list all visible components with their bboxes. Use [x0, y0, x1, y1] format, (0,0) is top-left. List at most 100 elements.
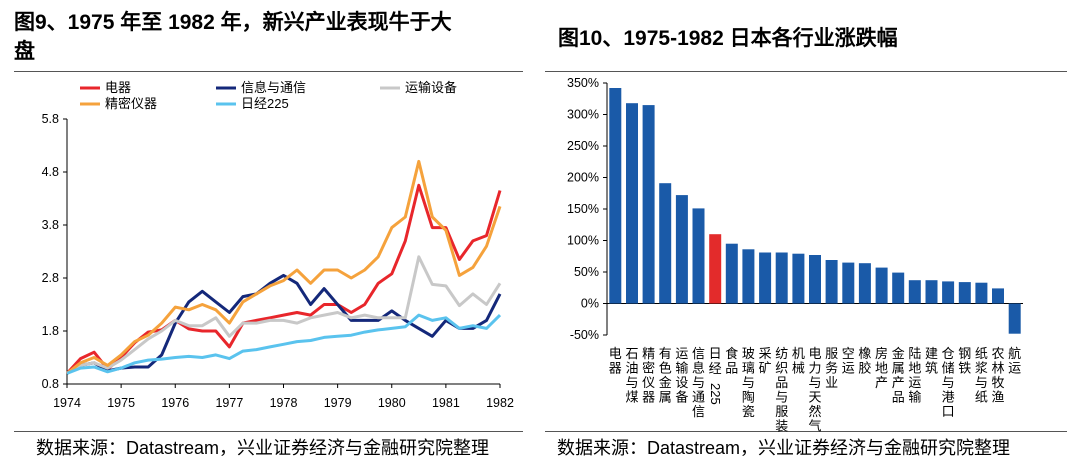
category-label-char: 储 — [942, 361, 955, 376]
category-label-char: 璃 — [742, 361, 755, 376]
y-tick-label: 1.8 — [42, 324, 59, 338]
category-label-char: 石 — [625, 346, 638, 361]
category-label-char: 服 — [775, 404, 788, 419]
category-label-char: 品 — [775, 375, 788, 390]
bar — [1008, 303, 1021, 334]
category-label-char: 运 — [1008, 361, 1021, 376]
category-label-char: 装 — [775, 419, 788, 434]
category-label-char: 属 — [892, 361, 905, 376]
category-label-char: 品 — [725, 361, 738, 376]
bar — [842, 262, 855, 304]
category-label-text: 日 — [709, 346, 722, 361]
category-label-char: 输 — [908, 390, 921, 405]
category-label-char: 备 — [675, 390, 688, 405]
category-label-char: 农 — [992, 346, 1005, 361]
y-tick-label: 100% — [567, 234, 599, 248]
category-label-char: 航 — [1008, 346, 1021, 361]
category-label-char: 然 — [808, 404, 821, 419]
series-line-1 — [66, 273, 502, 375]
x-tick-label: 1975 — [107, 396, 135, 410]
category-label-text: 经 — [709, 361, 722, 376]
category-label-char: 通 — [692, 390, 705, 405]
category-label-char: 信 — [692, 346, 705, 361]
bar — [908, 280, 921, 304]
category-label-char: 气 — [808, 419, 821, 434]
category-label: 食品 — [725, 346, 738, 376]
category-label-char: 林 — [992, 361, 1005, 376]
left-title-rule — [14, 71, 523, 72]
category-label-char: 精 — [642, 346, 655, 361]
category-label-char: 与 — [742, 375, 755, 390]
y-tick-label: 50% — [574, 265, 599, 279]
category-label: 建筑 — [925, 346, 938, 376]
category-label-char: 瓷 — [742, 404, 755, 419]
bar — [642, 105, 655, 304]
category-label: 钢铁 — [958, 346, 971, 376]
category-label-char: 纸 — [975, 390, 988, 405]
category-label-char: 色 — [659, 361, 672, 376]
category-label-char: 产 — [875, 375, 888, 390]
category-label-char: 铁 — [958, 361, 971, 376]
y-tick-label: 2.8 — [42, 271, 59, 285]
category-label-char: 筑 — [925, 361, 938, 376]
category-label-char: 地 — [908, 361, 921, 376]
bar — [925, 280, 938, 304]
x-tick-label: 1980 — [378, 396, 406, 410]
category-label-char: 陶 — [742, 390, 755, 405]
category-label-char: 仓 — [942, 346, 955, 361]
left-title-line1: 图9、1975 年至 1982 年，新兴产业表现牛于大 — [14, 11, 452, 34]
category-label: 精密仪器 — [642, 346, 655, 405]
category-label-char: 玻 — [742, 346, 755, 361]
bar — [892, 272, 905, 304]
legend-label: 日经225 — [241, 96, 289, 111]
line-chart: 0.8 1.8 2.8 3.8 4.8 5.8 1974 1975 1976 1977 1978 19… — [42, 80, 514, 410]
bar — [809, 255, 821, 304]
category-label-char: 力 — [808, 361, 821, 376]
bar — [858, 263, 871, 304]
y-tick-label: 4.8 — [42, 165, 59, 179]
bar — [992, 288, 1004, 304]
category-label-char: 食 — [725, 346, 738, 361]
category-label-char: 电 — [609, 346, 622, 361]
y-tick-label: 3.8 — [42, 218, 59, 232]
category-label: 航运 — [1008, 346, 1021, 376]
category-label-char: 口 — [942, 404, 955, 419]
category-label-char: 与 — [975, 375, 988, 390]
x-tick-label: 1982 — [486, 396, 514, 410]
left-title-line2: 盘 — [14, 40, 35, 63]
bar — [792, 253, 805, 304]
category-label-char: 务 — [825, 361, 838, 376]
category-label-char: 浆 — [975, 361, 988, 376]
series-line-3 — [66, 159, 502, 375]
category-label-char: 与 — [942, 375, 955, 390]
bar — [725, 243, 738, 304]
category-label: 日经 225 — [708, 346, 723, 405]
y-tick-label: -50% — [570, 328, 599, 342]
category-label-char: 空 — [842, 346, 855, 361]
category-label-text: 225 — [708, 383, 723, 405]
category-label: 空运 — [842, 346, 855, 376]
category-label-char: 矿 — [759, 361, 772, 376]
legend-label: 信息与通信 — [241, 80, 306, 95]
x-tick-label: 1974 — [53, 396, 81, 410]
category-label-char: 渔 — [992, 390, 1005, 405]
left-source: 数据来源：Datastream，兴业证券经济与金融研究院整理 — [36, 438, 490, 458]
category-label-char: 钢 — [958, 346, 971, 361]
bar — [626, 103, 638, 304]
category-label-char: 信 — [692, 404, 705, 419]
category-label-char: 输 — [675, 361, 688, 376]
category-label-char: 器 — [609, 361, 622, 376]
category-label-char: 息 — [692, 361, 705, 376]
y-tick-label: 350% — [567, 76, 599, 90]
x-tick-label: 1976 — [161, 396, 189, 410]
category-label-char: 胶 — [858, 361, 871, 376]
bar — [609, 88, 622, 304]
category-label-char: 业 — [825, 375, 838, 390]
category-label-char: 金 — [892, 346, 905, 361]
category-label-char: 与 — [775, 390, 788, 405]
bar — [775, 252, 788, 304]
bar — [958, 282, 971, 304]
